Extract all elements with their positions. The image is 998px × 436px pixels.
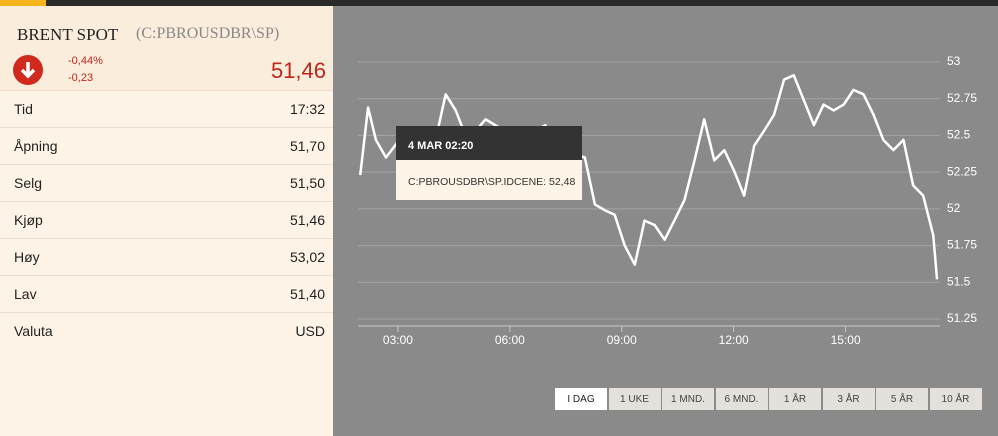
range-button[interactable]: 1 MND. bbox=[662, 388, 714, 410]
row-label: Kjøp bbox=[14, 212, 43, 228]
y-tick-label: 52.75 bbox=[947, 91, 977, 105]
range-button[interactable]: I DAG bbox=[555, 388, 607, 410]
x-tick-label: 12:00 bbox=[719, 333, 749, 347]
quote-row: Tid 17:32 bbox=[0, 90, 333, 127]
row-label: Lav bbox=[14, 286, 37, 302]
tooltip-head bbox=[396, 126, 582, 160]
range-button[interactable]: 10 ÅR bbox=[929, 388, 982, 410]
tooltip-text: C:PBROUSDBR\SP.IDCENE: 52,48 bbox=[408, 176, 575, 188]
row-value: 51,40 bbox=[289, 286, 325, 302]
range-button[interactable]: 1 ÅR bbox=[769, 388, 821, 410]
price-line bbox=[358, 73, 939, 280]
top-bar bbox=[0, 0, 998, 6]
row-value: 51,50 bbox=[289, 175, 325, 191]
quote-header: BRENT SPOT (C:PBROUSDBR\SP) -0,44% -0,23… bbox=[0, 6, 333, 90]
x-tick-label: 09:00 bbox=[607, 333, 637, 347]
y-tick-label: 52 bbox=[947, 201, 961, 215]
quote-row: Kjøp 51,46 bbox=[0, 201, 333, 238]
price: 51,46 bbox=[270, 58, 326, 83]
quote-name: BRENT SPOT bbox=[17, 25, 119, 44]
row-label: Selg bbox=[14, 175, 43, 191]
x-tick-label: 15:00 bbox=[831, 333, 861, 347]
row-value: 51,46 bbox=[289, 212, 325, 228]
range-button[interactable]: 3 ÅR bbox=[822, 388, 875, 410]
y-tick-label: 52.5 bbox=[947, 128, 971, 142]
accent bbox=[0, 0, 46, 6]
y-tick-label: 53 bbox=[947, 54, 961, 68]
range-selector: I DAG 1 UKE 1 MND. 6 MND. 1 ÅR 3 ÅR 5 ÅR 10 ÅR bbox=[555, 388, 983, 410]
row-value: 17:32 bbox=[289, 101, 325, 117]
tooltip-title: 4 MAR 02:20 bbox=[408, 140, 473, 152]
range-button[interactable]: 1 UKE bbox=[608, 388, 661, 410]
row-value: 53,02 bbox=[289, 249, 325, 265]
y-tick-label: 51.25 bbox=[947, 311, 977, 325]
row-value: USD bbox=[295, 323, 325, 339]
change-pct: -0,44% bbox=[68, 55, 103, 67]
row-label: Valuta bbox=[14, 323, 53, 339]
change: -0,23 bbox=[68, 72, 94, 84]
quote-panel: BRENT SPOT (C:PBROUSDBR\SP) -0,44% -0,23… bbox=[0, 6, 333, 436]
x-tick-label: 03:00 bbox=[383, 333, 413, 347]
y-tick-label: 52.25 bbox=[947, 164, 977, 178]
quote-symbol: (C:PBROUSDBR\SP) bbox=[136, 25, 280, 42]
down-icon bbox=[13, 55, 43, 85]
quote-row: Lav 51,40 bbox=[0, 275, 333, 312]
y-tick-label: 51.5 bbox=[947, 274, 971, 288]
row-label: Åpning bbox=[14, 138, 58, 154]
row-label: Høy bbox=[14, 249, 40, 265]
y-tick-label: 51.75 bbox=[947, 238, 977, 252]
row-value: 51,70 bbox=[289, 138, 325, 154]
quote-row: Høy 53,02 bbox=[0, 238, 333, 275]
chart: 51.25 51.5 51.75 52 52.25 52.5 52.75 53 03:00 06:… bbox=[358, 54, 977, 347]
tooltip-body bbox=[396, 160, 582, 200]
row-label: Tid bbox=[14, 101, 33, 117]
quote-row: Valuta USD bbox=[0, 312, 333, 349]
range-button[interactable]: 6 MND. bbox=[715, 388, 768, 410]
quote-table: Tid 17:32 Åpning 51,70 Selg 51,50 Kjøp 51,46 Høy… bbox=[0, 90, 333, 349]
x-tick-label: 06:00 bbox=[495, 333, 525, 347]
range-button[interactable]: 5 ÅR bbox=[876, 388, 928, 410]
quote-row: Selg 51,50 bbox=[0, 164, 333, 201]
quote-row: Åpning 51,70 bbox=[0, 127, 333, 164]
